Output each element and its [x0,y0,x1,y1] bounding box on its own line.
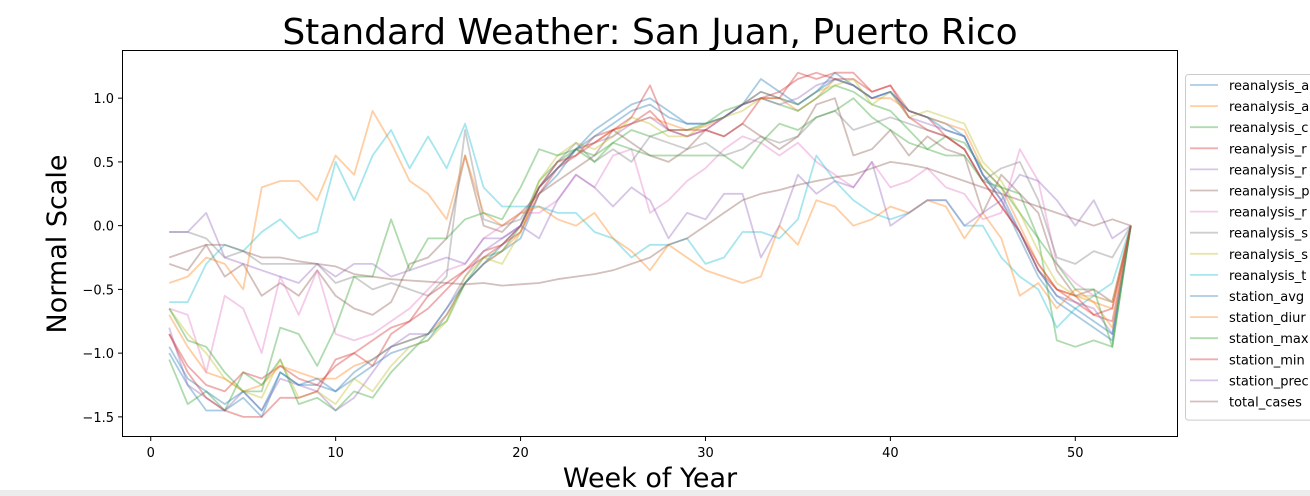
legend-label: reanalysis_a [1229,79,1309,94]
legend-label: reanalysis_t [1229,269,1306,284]
chart-title: Standard Weather: San Juan, Puerto Rico [282,12,1017,53]
y-tick-label: 0.5 [93,156,114,171]
y-tick-label: −1.0 [82,347,114,362]
series-line-15 [168,160,1132,287]
legend-label: station_diur [1229,311,1306,326]
y-tick-label: 0.0 [93,220,114,235]
legend: reanalysis_a reanalysis_a reanalysis_crean… [1185,74,1310,421]
x-tick-label: 10 [327,446,344,461]
plot-area [122,50,1178,437]
series-line-4 [168,78,1132,412]
legend-label: station_avg [1229,290,1304,305]
legend-label: reanalysis_r [1229,206,1307,221]
series-line-0 [168,71,1132,418]
series-line-6 [168,135,1132,374]
axes: 0 10 20 30 40 50 −1.5 −1.0 −0.5 0.0 0.5 1.0 [82,92,1083,461]
x-tick-label: 40 [882,446,899,461]
series-line-1 [168,78,1132,393]
legend-label: reanalysis_p [1229,185,1309,200]
series-line-11 [168,110,1132,329]
series-line-3 [168,71,1132,393]
y-tick-label: −1.5 [82,411,114,426]
series-line-5 [168,97,1132,316]
legend-label: total_cases [1229,396,1302,411]
legend-label: station_max [1229,332,1309,347]
series-line-8 [168,78,1132,406]
legend-label: reanalysis_a [1229,100,1309,115]
series-line-10 [168,78,1132,412]
series-line-9 [169,122,1132,329]
legend-label: reanalysis_r [1229,142,1307,157]
y-axis-label: Normal Scale [42,155,73,334]
x-tick-label: 20 [512,446,529,461]
x-tick-label: 0 [147,446,155,461]
legend-label: reanalysis_c [1229,121,1308,136]
legend-label: reanalysis_s [1229,227,1308,242]
series-line-14 [169,160,1132,284]
x-tick-label: 30 [697,446,714,461]
x-axis-label: Week of Year [563,463,738,494]
series-line-7 [169,110,1132,297]
legend-label: station_prec [1229,374,1309,389]
series-line-2 [168,84,1132,412]
legend-label: reanalysis_r [1229,163,1307,178]
legend-label: reanalysis_s [1229,248,1308,263]
series-layer [168,71,1132,418]
series-line-12 [168,97,1132,393]
x-tick-label: 50 [1067,446,1084,461]
window-bottom-edge [0,490,1310,496]
y-tick-label: 1.0 [93,92,114,107]
legend-box [1185,74,1310,421]
legend-label: station_min [1229,353,1305,368]
y-tick-label: −0.5 [82,283,114,298]
series-line-13 [168,71,1132,418]
